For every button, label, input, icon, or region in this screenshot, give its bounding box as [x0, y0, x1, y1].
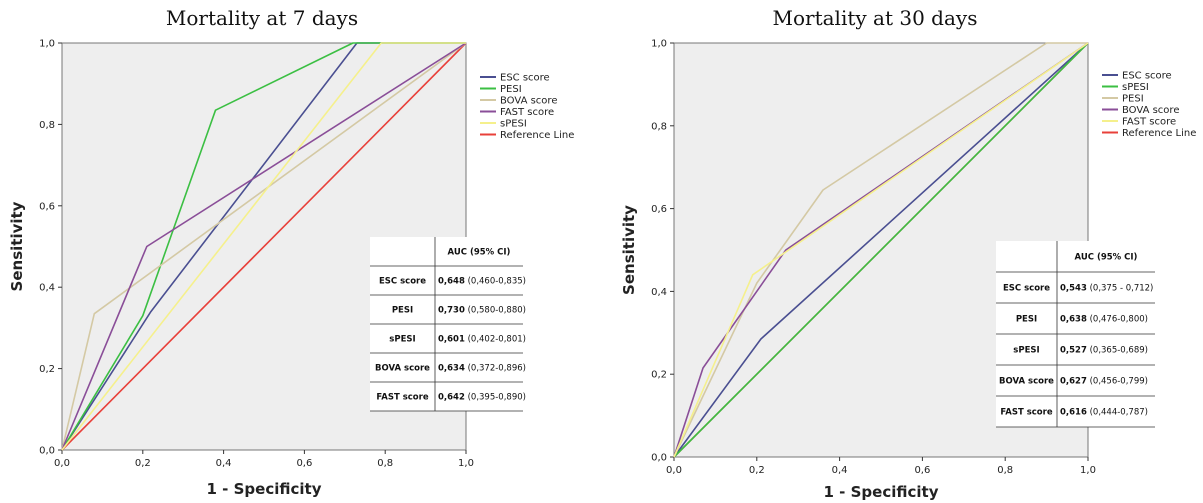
chart-title: Mortality at 7 days: [166, 6, 358, 30]
y-tick-label: 0,4: [39, 283, 55, 294]
y-tick-label: 0,6: [39, 201, 55, 212]
series-line-reference-line: [61, 42, 467, 451]
x-tick-label: 0,6: [296, 458, 312, 469]
auc-table-value: 0,543 (0,375 - 0,712): [1060, 284, 1153, 294]
series-line-fast-score: [673, 42, 1089, 458]
auc-value: 0,730: [438, 306, 465, 316]
auc-value: 0,616: [1060, 408, 1087, 418]
auc-ci: (0,476-0,800): [1087, 315, 1148, 325]
auc-ci: (0,372-0,896): [465, 364, 526, 374]
x-tick-label: 0,6: [914, 465, 930, 476]
auc-table-value: 0,648 (0,460-0,835): [438, 277, 526, 287]
auc-table-row-label: FAST score: [376, 393, 428, 403]
legend-label: BOVA score: [1122, 105, 1179, 116]
auc-table-row-label: ESC score: [1003, 284, 1050, 294]
x-tick-label: 0,8: [377, 458, 393, 469]
auc-table-header: AUC (95% CI): [448, 248, 511, 258]
chart-title: Mortality at 30 days: [773, 6, 978, 30]
auc-table-row-label: ESC score: [379, 277, 426, 287]
y-tick-label: 0,8: [651, 121, 667, 132]
auc-table-row-label: sPESI: [389, 335, 415, 345]
y-tick-label: 0,2: [651, 370, 667, 381]
legend-label: sPESI: [500, 119, 527, 130]
y-tick-label: 0,4: [651, 287, 667, 298]
auc-ci: (0,580-0,880): [465, 306, 526, 316]
auc-value: 0,601: [438, 335, 465, 345]
auc-ci: (0,375 - 0,712): [1087, 284, 1153, 294]
series-line-pesi: [673, 42, 1088, 458]
y-axis-label: Sensitivity: [8, 201, 26, 291]
chart-1: Mortality at 7 days 0,00,0 0,2 0,2 0,4 0,4 0,6…: [8, 6, 574, 498]
y-tick-label: 0,8: [39, 120, 55, 131]
x-tick-label: 0,4: [216, 458, 232, 469]
x-axis-label: 1 - Specificity: [824, 483, 939, 501]
auc-table-row-label: sPESI: [1013, 346, 1039, 356]
x-tick-label: 0,4: [832, 465, 848, 476]
legend-label: ESC score: [500, 73, 550, 84]
x-tick-label: 0,0: [54, 458, 70, 469]
auc-table-value: 0,527 (0,365-0,689): [1060, 346, 1148, 356]
y-tick-label: 0,0: [39, 446, 55, 457]
auc-table-value: 0,601 (0,402-0,801): [438, 335, 526, 345]
x-axis-label: 1 - Specificity: [207, 480, 322, 498]
auc-table-row-label: BOVA score: [375, 364, 430, 374]
series-line-esc-score: [673, 42, 1089, 458]
series-line-bova-score: [61, 42, 467, 451]
auc-table-row-label: PESI: [1016, 315, 1037, 325]
auc-ci: (0,444-0,787): [1087, 408, 1148, 418]
legend-label: Reference Line: [1122, 128, 1196, 139]
y-axis-label: Sensitivity: [620, 205, 638, 295]
legend-label: PESI: [500, 84, 522, 95]
series-line-spesi: [61, 42, 466, 451]
legend-label: Reference Line: [500, 130, 574, 141]
legend-label: PESI: [1122, 94, 1144, 105]
auc-ci: (0,460-0,835): [465, 277, 526, 287]
auc-table: AUC (95% CI) ESC score 0,543 (0,375 - 0,71…: [996, 241, 1155, 428]
auc-table-row-label: BOVA score: [999, 377, 1054, 387]
auc-table-value: 0,634 (0,372-0,896): [438, 364, 526, 374]
auc-table-row-label: FAST score: [1000, 408, 1052, 418]
x-tick-label: 0,0: [666, 465, 682, 476]
auc-value: 0,648: [438, 277, 465, 287]
auc-table-value: 0,642 (0,395-0,890): [438, 393, 526, 403]
legend-label: FAST score: [1122, 117, 1176, 128]
chart-2: Mortality at 30 days 0,00,0 0,2 0,2 0,4 0,4 0,…: [620, 6, 1196, 501]
x-tick-label: 0,2: [749, 465, 765, 476]
legend-label: sPESI: [1122, 82, 1149, 93]
auc-ci: (0,365-0,689): [1087, 346, 1148, 356]
auc-ci: (0,456-0,799): [1087, 377, 1148, 387]
auc-table: AUC (95% CI) ESC score 0,648 (0,460-0,835)…: [370, 237, 526, 412]
x-tick-label: 0,2: [135, 458, 151, 469]
auc-table-value: 0,627 (0,456-0,799): [1060, 377, 1148, 387]
y-tick-label: 1,0: [39, 39, 55, 50]
auc-value: 0,543: [1060, 284, 1087, 294]
y-tick-label: 0,0: [651, 453, 667, 464]
y-tick-label: 1,0: [651, 39, 667, 50]
legend-label: ESC score: [1122, 71, 1172, 82]
auc-table-row-label: PESI: [392, 306, 413, 316]
auc-table-value: 0,730 (0,580-0,880): [438, 306, 526, 316]
auc-table-header: AUC (95% CI): [1075, 253, 1138, 263]
x-tick-label: 0,8: [997, 465, 1013, 476]
auc-value: 0,634: [438, 364, 465, 374]
auc-value: 0,642: [438, 393, 465, 403]
x-tick-label: 1,0: [1080, 465, 1096, 476]
auc-value: 0,527: [1060, 346, 1087, 356]
auc-value: 0,638: [1060, 315, 1087, 325]
y-tick-label: 0,2: [39, 364, 55, 375]
auc-ci: (0,395-0,890): [465, 393, 526, 403]
series-line-spesi: [673, 42, 1089, 458]
legend-label: FAST score: [500, 107, 554, 118]
auc-table-value: 0,638 (0,476-0,800): [1060, 315, 1148, 325]
auc-ci: (0,402-0,801): [465, 335, 526, 345]
x-tick-label: 1,0: [458, 458, 474, 469]
auc-value: 0,627: [1060, 377, 1087, 387]
legend-label: BOVA score: [500, 96, 557, 107]
series-line-fast-score: [61, 42, 467, 451]
auc-table-value: 0,616 (0,444-0,787): [1060, 408, 1148, 418]
y-tick-label: 0,6: [651, 204, 667, 215]
